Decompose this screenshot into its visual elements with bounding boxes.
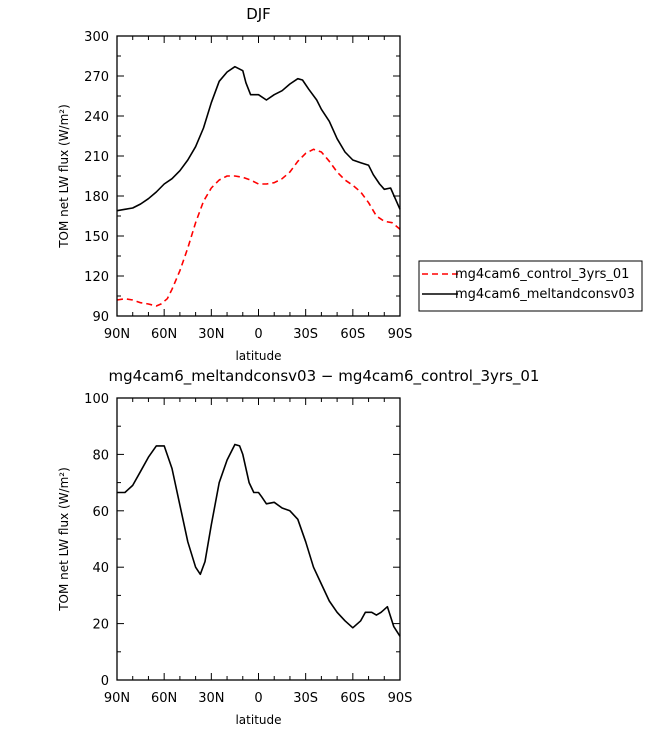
xtick-label: 60S [340, 691, 365, 706]
top-chart-ticks: 90 120 150 180 210 240 270 300 90N 60N 30N 0 30S 60S 9… [84, 30, 412, 342]
xtick-label: 90N [104, 327, 130, 342]
ytick-label: 120 [84, 270, 109, 285]
xtick-label: 90S [388, 691, 413, 706]
top-chart-title: DJF [246, 5, 271, 23]
bottom-chart-ylabel: TOM net LW flux (W/m²) [57, 467, 71, 612]
xtick-label: 60N [151, 691, 177, 706]
ytick-label: 300 [84, 30, 109, 45]
bottom-chart-frame [116, 397, 401, 681]
bottom-chart: mg4cam6_meltandconsv03 − mg4cam6_control… [57, 367, 539, 727]
ytick-label: 240 [84, 110, 109, 125]
ytick-label: 270 [84, 70, 109, 85]
top-chart-ylabel: TOM net LW flux (W/m²) [57, 104, 71, 249]
ytick-label: 60 [92, 505, 109, 520]
legend-box [418, 260, 643, 312]
series-line-mg4cam6-control-3yrs-01 [116, 148, 401, 307]
series-line-difference [117, 443, 401, 637]
bottom-chart-title: mg4cam6_meltandconsv03 − mg4cam6_control… [109, 367, 540, 386]
xtick-label: 90N [104, 691, 130, 706]
xtick-label: 60S [340, 327, 365, 342]
xtick-label: 30S [293, 327, 318, 342]
bottom-chart-ticks: 0 20 40 60 80 100 90N 60N 30N 0 30S 60S 90S [84, 392, 412, 706]
ytick-label: 150 [84, 230, 109, 245]
ytick-label: 90 [92, 310, 109, 325]
ytick-label: 180 [84, 190, 109, 205]
legend-label-control: mg4cam6_control_3yrs_01 [455, 267, 629, 282]
xtick-label: 90S [388, 327, 413, 342]
xtick-label: 30N [198, 691, 224, 706]
ytick-label: 210 [84, 150, 109, 165]
series-line-mg4cam6-meltandconsv03 [116, 65, 401, 212]
top-chart: DJF TOM net LW flux (W/m²) latitude 90 12… [57, 5, 643, 363]
xtick-label: 0 [254, 327, 262, 342]
ytick-label: 100 [84, 392, 109, 407]
top-chart-frame [116, 35, 401, 317]
xtick-label: 30N [198, 327, 224, 342]
xtick-label: 30S [293, 691, 318, 706]
ytick-label: 80 [92, 448, 109, 463]
bottom-chart-series [117, 443, 401, 637]
top-chart-series [116, 65, 401, 307]
bottom-chart-xlabel: latitude [235, 713, 281, 727]
ytick-label: 20 [92, 618, 109, 633]
ytick-label: 40 [92, 561, 109, 576]
xtick-label: 60N [151, 327, 177, 342]
ytick-label: 0 [101, 674, 109, 689]
xtick-label: 0 [254, 691, 262, 706]
top-chart-legend: mg4cam6_control_3yrs_01 mg4cam6_meltandc… [418, 260, 643, 312]
top-chart-xlabel: latitude [235, 349, 281, 363]
legend-label-meltandconsv: mg4cam6_meltandconsv03 [455, 287, 635, 302]
